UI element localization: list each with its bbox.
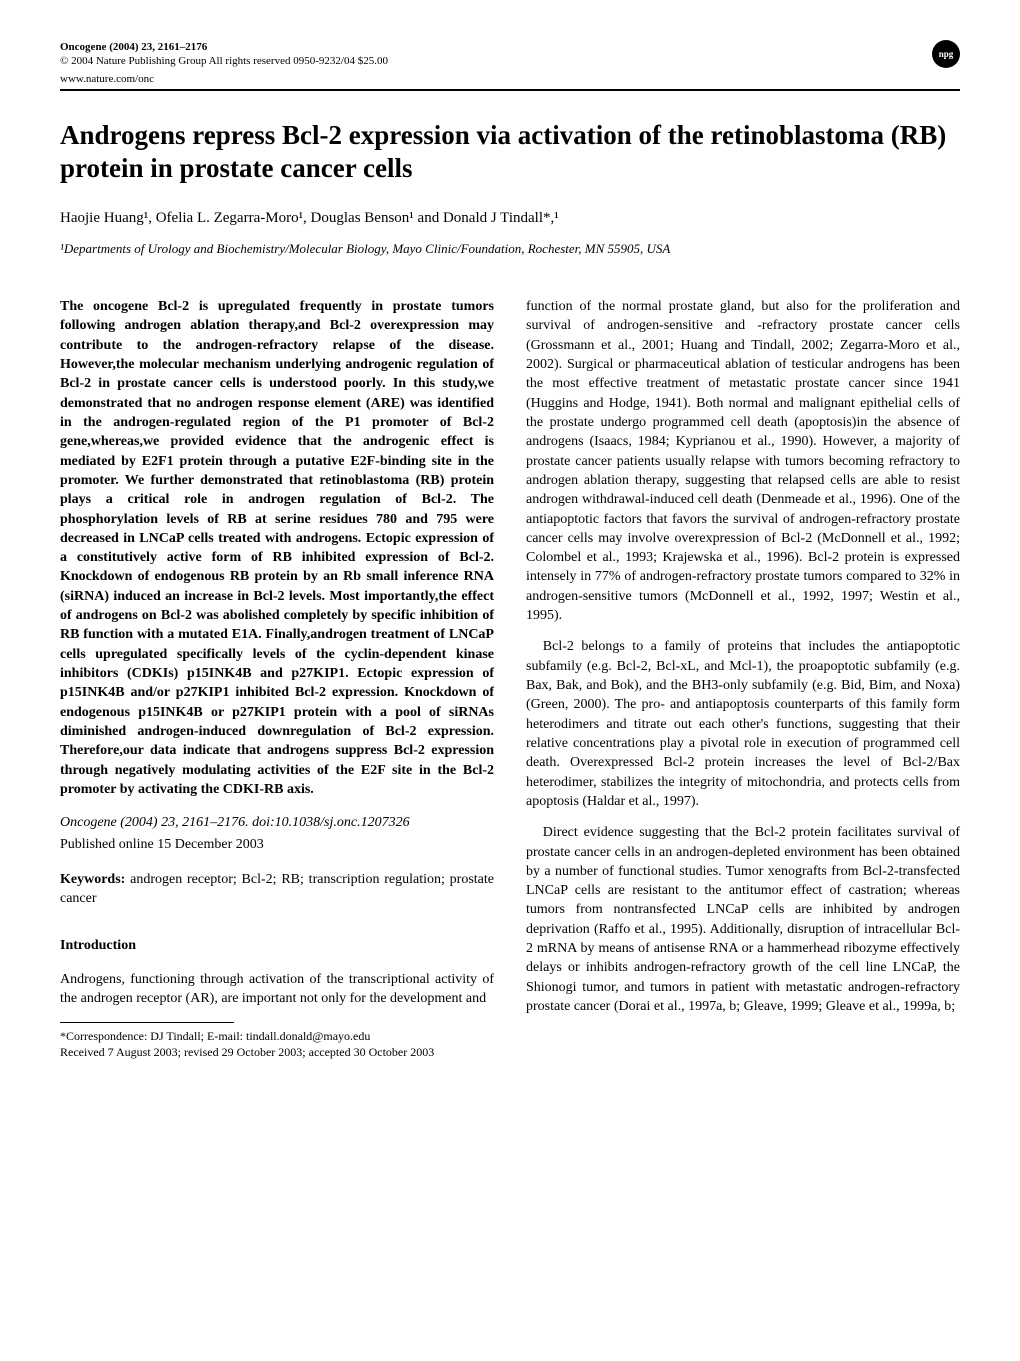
affiliation-line: ¹Departments of Urology and Biochemistry… — [60, 241, 960, 257]
keywords-label: Keywords: — [60, 872, 125, 887]
authors-line: Haojie Huang¹, Ofelia L. Zegarra-Moro¹, … — [60, 210, 960, 227]
journal-url: www.nature.com/onc — [60, 73, 960, 85]
abstract-text: The oncogene Bcl-2 is upregulated freque… — [60, 297, 494, 799]
introduction-heading: Introduction — [60, 936, 494, 955]
two-column-body: The oncogene Bcl-2 is upregulated freque… — [60, 297, 960, 1061]
right-paragraph-2: Bcl-2 belongs to a family of proteins th… — [526, 637, 960, 811]
journal-header: Oncogene (2004) 23, 2161–2176 © 2004 Nat… — [60, 40, 960, 69]
journal-line: Oncogene (2004) 23, 2161–2176 — [60, 40, 388, 54]
pub-date: Published online 15 December 2003 — [60, 835, 494, 854]
correspondence-footnote: *Correspondence: DJ Tindall; E-mail: tin… — [60, 1029, 494, 1045]
copyright-line: © 2004 Nature Publishing Group All right… — [60, 54, 388, 68]
right-column: function of the normal prostate gland, b… — [526, 297, 960, 1061]
right-paragraph-3: Direct evidence suggesting that the Bcl-… — [526, 823, 960, 1016]
header-divider — [60, 89, 960, 91]
npg-badge-icon: npg — [932, 40, 960, 68]
keywords-text: androgen receptor; Bcl-2; RB; transcript… — [60, 872, 494, 906]
citation-line: Oncogene (2004) 23, 2161–2176. doi:10.10… — [60, 813, 494, 832]
right-paragraph-1: function of the normal prostate gland, b… — [526, 297, 960, 625]
left-column: The oncogene Bcl-2 is upregulated freque… — [60, 297, 494, 1061]
received-footnote: Received 7 August 2003; revised 29 Octob… — [60, 1045, 494, 1061]
footnote-divider — [60, 1022, 234, 1023]
journal-info: Oncogene (2004) 23, 2161–2176 © 2004 Nat… — [60, 40, 388, 69]
intro-paragraph-1: Androgens, functioning through activatio… — [60, 970, 494, 1009]
citation-text: Oncogene (2004) 23, 2161–2176. doi:10.10… — [60, 815, 410, 830]
keywords-block: Keywords: androgen receptor; Bcl-2; RB; … — [60, 870, 494, 909]
article-title: Androgens repress Bcl-2 expression via a… — [60, 119, 960, 187]
